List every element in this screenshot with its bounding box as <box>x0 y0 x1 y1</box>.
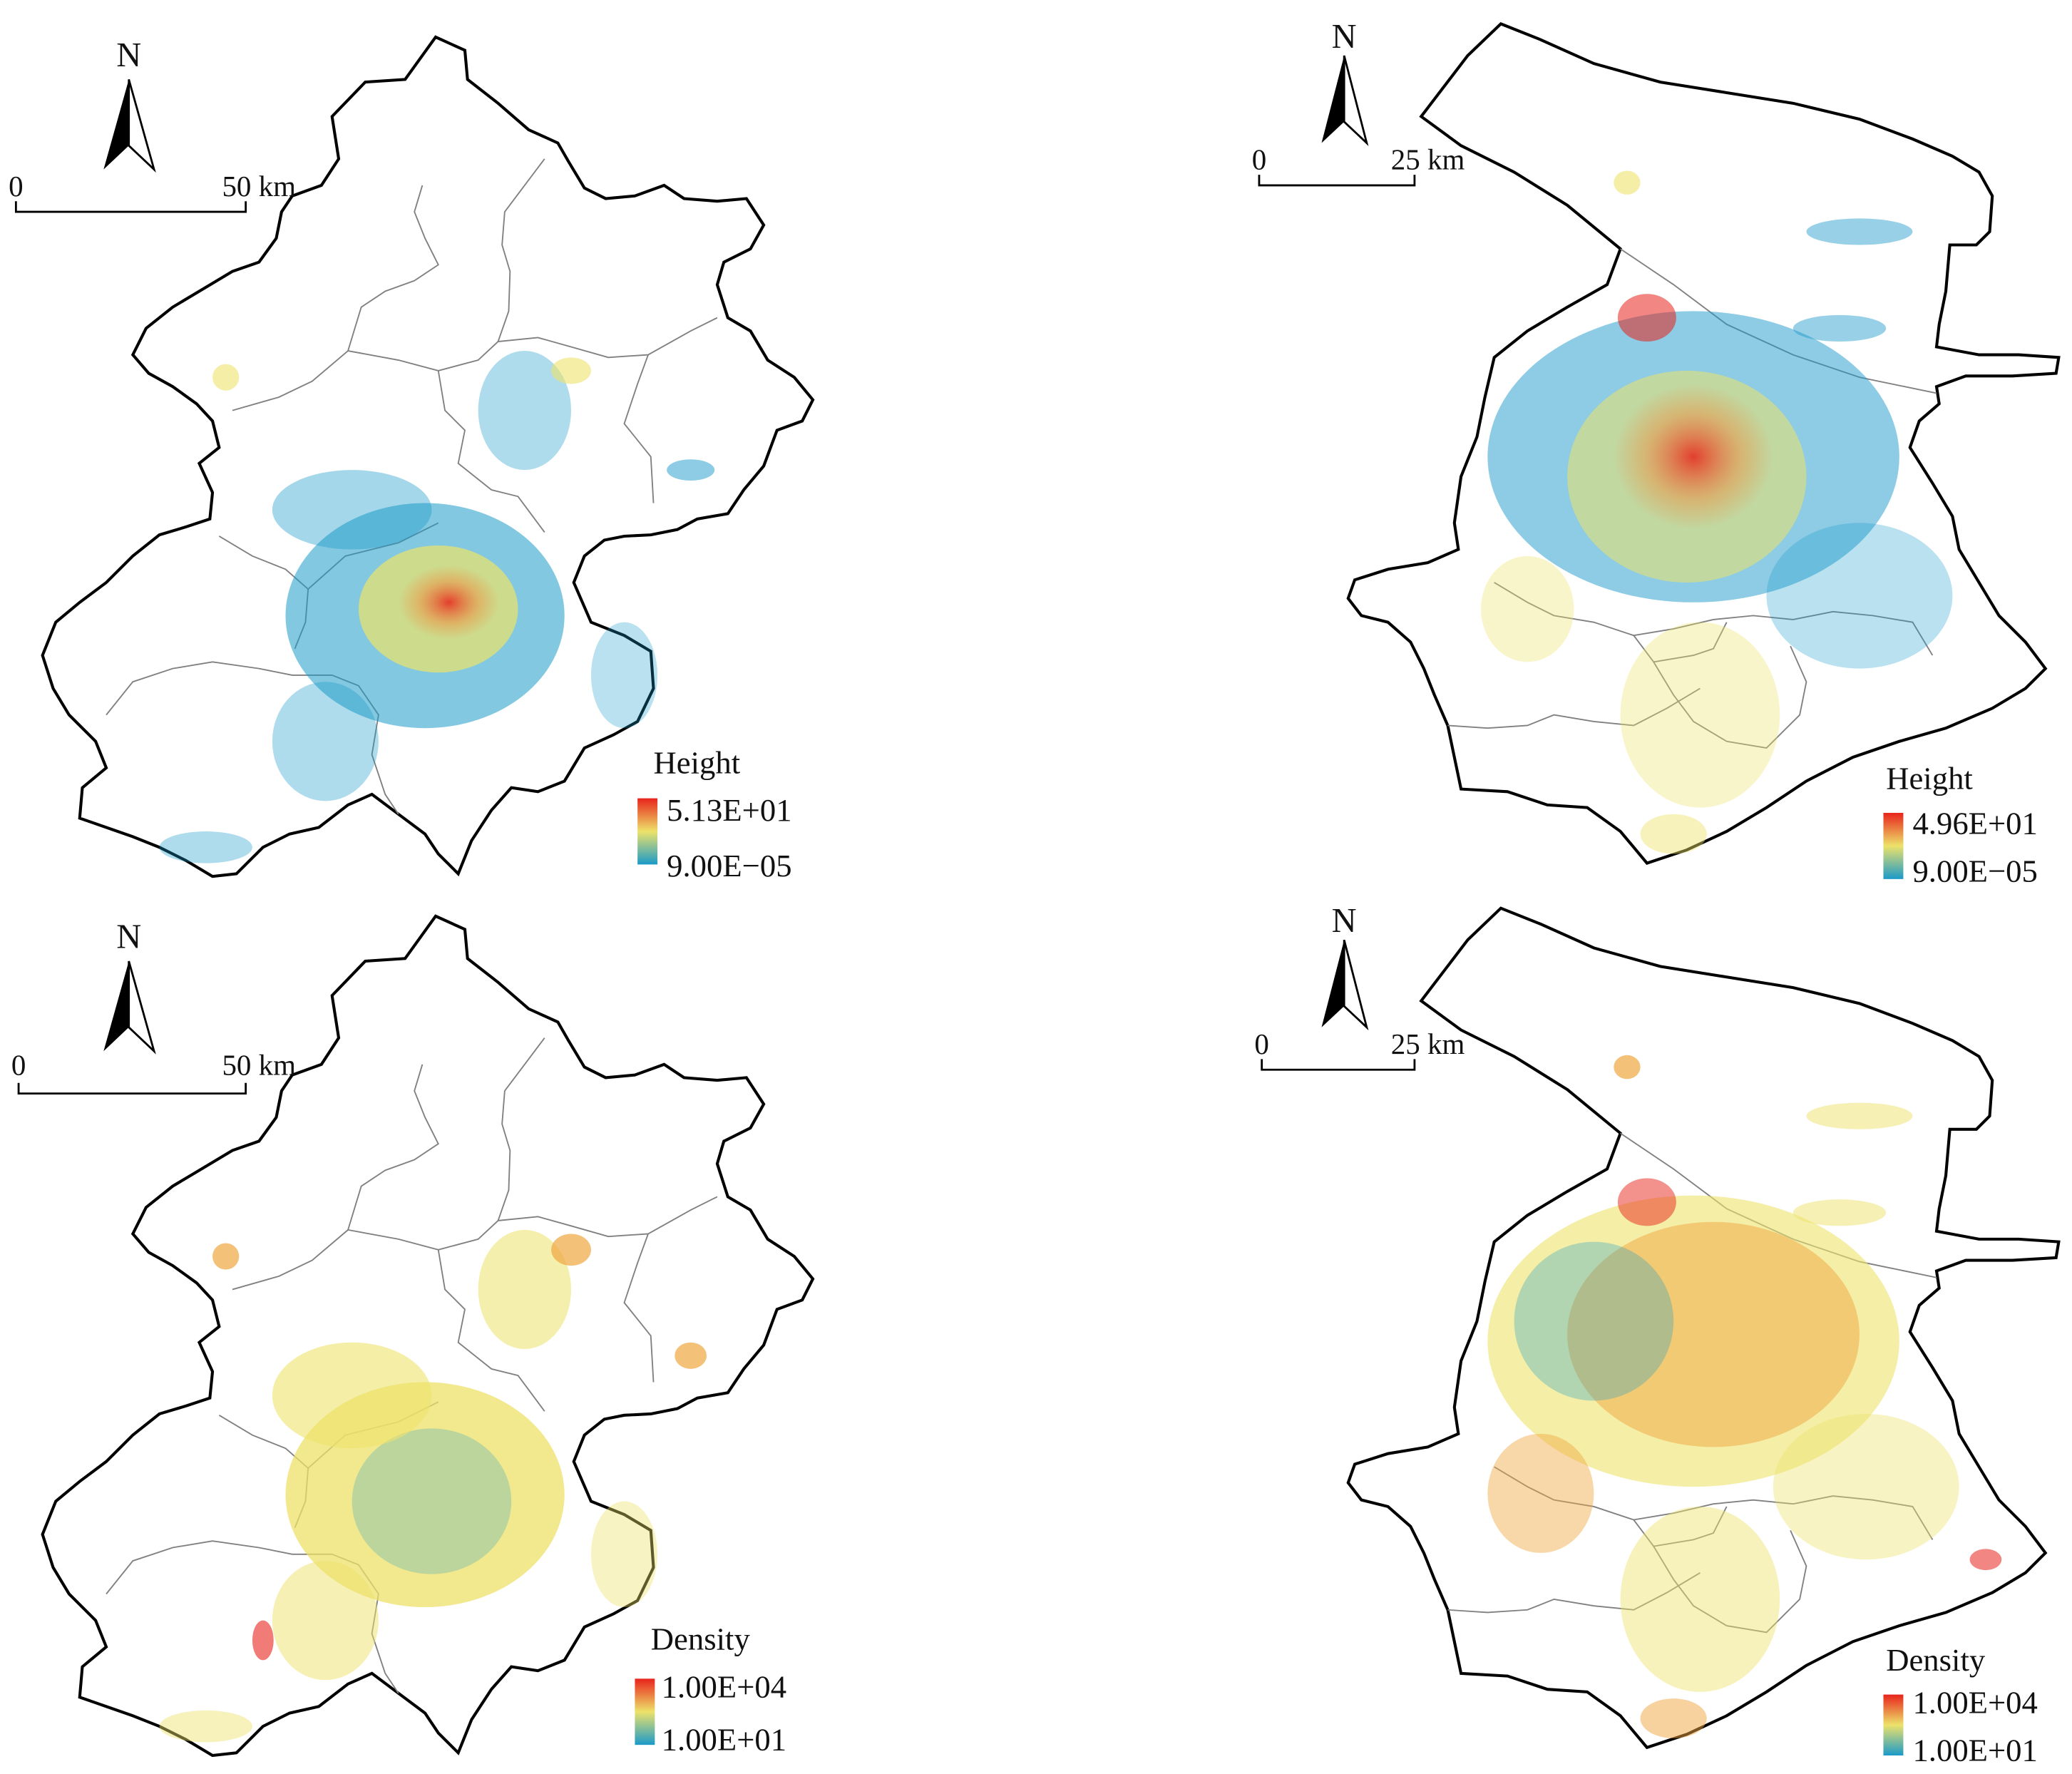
legend: Density 1.00E+04 1.00E+01 <box>1883 1642 2038 1768</box>
shanghai-boundary <box>1346 22 2061 865</box>
legend: Height 5.13E+01 9.00E−05 <box>637 744 792 883</box>
scale-distance-label: 50 km <box>222 1050 296 1082</box>
legend-colorbar <box>637 798 658 865</box>
scale-bar: 0 50 km <box>9 170 296 213</box>
data-blob <box>1487 1055 2002 1738</box>
north-arrow-icon <box>103 960 129 1052</box>
scale-bar: 0 50 km <box>11 1050 296 1095</box>
north-label: N <box>116 918 141 955</box>
legend-max-label: 5.13E+01 <box>667 792 791 828</box>
scale-distance-label: 50 km <box>222 170 296 202</box>
scale-distance-label: 25 km <box>1391 1028 1465 1060</box>
beijing-boundary <box>41 35 815 878</box>
north-arrow: N <box>103 36 156 173</box>
legend-title: Density <box>1886 1642 1986 1678</box>
data-blob <box>159 1229 707 1743</box>
legend-colorbar <box>635 1678 655 1745</box>
north-arrow: N <box>103 918 156 1055</box>
map-beijing-density <box>41 914 815 1758</box>
legend-colorbar <box>1883 1694 1904 1756</box>
legend-min-label: 1.00E+01 <box>662 1722 786 1758</box>
legend-title: Height <box>1886 761 1973 796</box>
north-arrow: N <box>1321 18 1369 146</box>
data-blob <box>159 351 715 863</box>
legend: Height 4.96E+01 9.00E−05 <box>1883 761 2038 889</box>
legend-title: Height <box>654 744 741 780</box>
legend-min-label: 9.00E−05 <box>667 848 791 883</box>
legend-max-label: 4.96E+01 <box>1912 806 2037 841</box>
legend-title: Density <box>651 1621 751 1657</box>
district-lines <box>1447 248 1937 749</box>
scale-zero-label: 0 <box>11 1050 26 1082</box>
north-arrow-icon <box>103 79 129 170</box>
scale-bar: 0 25 km <box>1252 144 1465 187</box>
north-label: N <box>1332 18 1357 56</box>
north-arrow: N <box>1321 902 1369 1031</box>
shanghai-boundary <box>1346 906 2061 1750</box>
legend: Density 1.00E+04 1.00E+01 <box>635 1621 786 1758</box>
north-label: N <box>116 36 141 74</box>
scale-distance-label: 25 km <box>1391 144 1465 176</box>
legend-colorbar <box>1883 813 1904 879</box>
panel-beijing-density: N 0 50 km Density 1.00E+04 1.00E+01 <box>11 914 815 1758</box>
panel-shanghai-density: N 0 25 km Density 1.00E+04 1.00E+01 <box>1254 902 2061 1768</box>
scale-zero-label: 0 <box>1254 1028 1268 1060</box>
legend-min-label: 1.00E+01 <box>1912 1732 2037 1768</box>
scale-zero-label: 0 <box>9 170 23 202</box>
beijing-boundary <box>41 914 815 1758</box>
legend-min-label: 9.00E−05 <box>1912 853 2037 889</box>
panel-beijing-height: N 0 50 km Height 5.13E+01 9.00E−05 <box>9 35 815 883</box>
map-shanghai-density <box>1346 906 2061 1750</box>
panel-shanghai-height: N 0 25 km Height 4.96E+01 9.00E−05 <box>1252 18 2061 889</box>
data-blob <box>1481 170 1953 854</box>
north-arrow-icon <box>1321 55 1345 143</box>
map-beijing-height <box>41 35 815 878</box>
scale-zero-label: 0 <box>1252 144 1266 176</box>
map-shanghai-height <box>1346 22 2061 865</box>
scale-bar: 0 25 km <box>1254 1028 1465 1071</box>
legend-max-label: 1.00E+04 <box>662 1668 786 1704</box>
north-arrow-icon <box>1321 940 1345 1027</box>
legend-max-label: 1.00E+04 <box>1912 1685 2037 1721</box>
north-label: N <box>1332 902 1357 940</box>
